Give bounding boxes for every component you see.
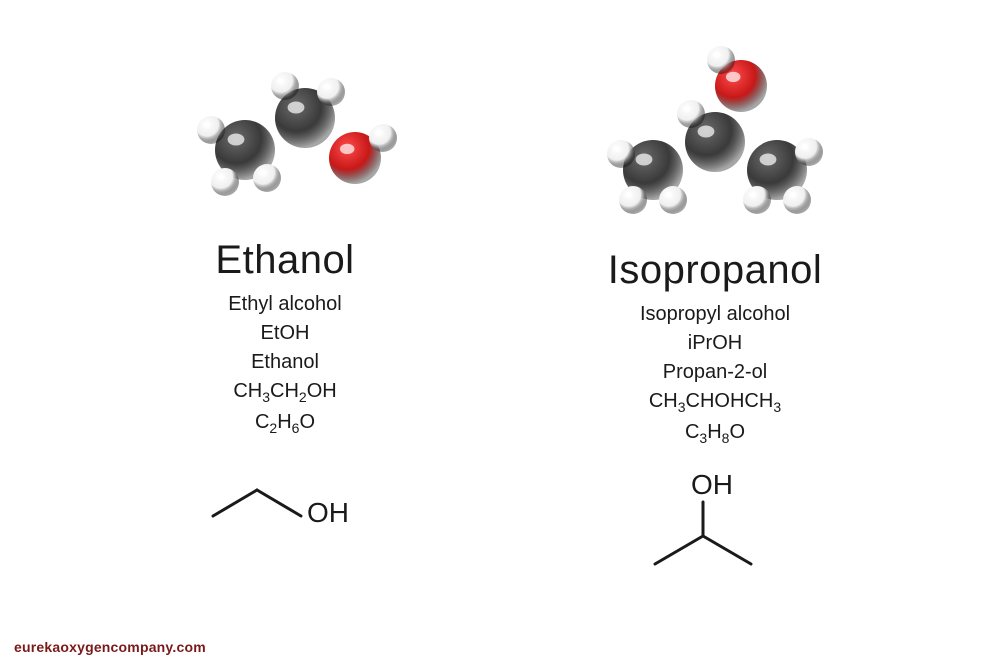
synonym-item: CH3CH2OH	[233, 380, 336, 405]
svg-text:OH: OH	[691, 469, 733, 500]
ethanol-title: Ethanol	[215, 238, 354, 283]
synonym-item: C3H8O	[685, 421, 745, 446]
ethanol-column: Ethanol Ethyl alcohol EtOH Ethanol CH3CH2OH…	[115, 30, 455, 538]
isopropanol-synonyms: Isopropyl alcohol iPrOH Propan-2-ol CH3CHOH…	[640, 303, 790, 446]
synonym-item: iPrOH	[688, 332, 742, 355]
diagram-root: Ethanol Ethyl alcohol EtOH Ethanol CH3CH2OH…	[0, 0, 1000, 667]
synonym-item: EtOH	[261, 322, 310, 345]
isopropanol-title: Isopropanol	[608, 248, 823, 293]
svg-text:OH: OH	[307, 497, 349, 528]
isopropanol-3d-model	[565, 30, 865, 240]
synonym-item: C2H6O	[255, 411, 315, 436]
synonym-item: Isopropyl alcohol	[640, 303, 790, 326]
watermark: eurekaoxygencompany.com	[14, 639, 206, 655]
ethanol-skeletal-formula: OH	[195, 458, 375, 538]
ethanol-synonyms: Ethyl alcohol EtOH Ethanol CH3CH2OH C2H6O	[228, 293, 341, 436]
synonym-item: Propan-2-ol	[663, 361, 768, 384]
ethanol-3d-model	[155, 30, 415, 230]
synonym-item: CH3CHOHCH3	[649, 390, 781, 415]
isopropanol-skeletal-formula: OH	[625, 468, 805, 578]
synonym-item: Ethyl alcohol	[228, 293, 341, 316]
isopropanol-column: Isopropanol Isopropyl alcohol iPrOH Propan…	[545, 30, 885, 578]
synonym-item: Ethanol	[251, 351, 319, 374]
